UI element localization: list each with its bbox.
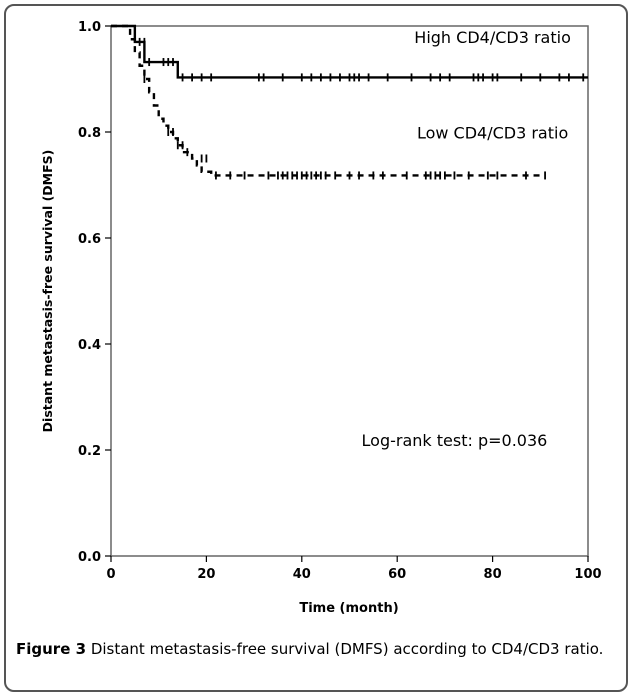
y-tick-label: 0.2 [78, 444, 101, 459]
series-layer [111, 24, 588, 180]
plot-border [110, 25, 589, 557]
y-tick-label: 0.0 [78, 550, 101, 565]
high-ratio-survival-curve [111, 24, 588, 79]
figure-label: Figure 3 [16, 640, 87, 658]
y-tick-label: 1.0 [78, 20, 101, 35]
y-tick-label: 0.8 [78, 126, 101, 141]
series-label-annotation: High CD4/CD3 ratio [414, 28, 571, 47]
figure-frame [4, 4, 628, 692]
low-ratio-survival-curve [111, 24, 546, 177]
x-axis: 0 20 40 60 80 100 [106, 556, 602, 582]
y-tick-label: 0.4 [78, 338, 101, 353]
y-axis: 0.0 0.2 0.4 0.6 0.8 1.0 [78, 20, 111, 565]
plot-area: 0 20 40 60 80 100 0.0 0.2 0.4 0.6 0.8 1.0 High CD4… [78, 20, 602, 582]
logrank-annotation: Log-rank test: p=0.036 [362, 431, 548, 450]
x-axis-label: Time (month) [299, 601, 398, 616]
y-tick-label: 0.6 [78, 232, 101, 247]
x-tick-label: 80 [484, 567, 502, 582]
y-axis-label: Distant metastasis-free survival (DMFS) [40, 150, 55, 433]
x-tick-label: 0 [106, 567, 115, 582]
figure-caption: Figure 3 Distant metastasis-free surviva… [16, 638, 614, 660]
caption-text: Distant metastasis-free survival (DMFS) … [86, 640, 604, 658]
x-tick-label: 20 [197, 567, 215, 582]
x-tick-label: 100 [574, 567, 601, 582]
x-tick-label: 40 [293, 567, 311, 582]
x-tick-label: 60 [388, 567, 406, 582]
series-label-annotation: Low CD4/CD3 ratio [417, 123, 568, 142]
annotation-layer: High CD4/CD3 ratio Low CD4/CD3 ratio Log-r… [362, 28, 571, 450]
